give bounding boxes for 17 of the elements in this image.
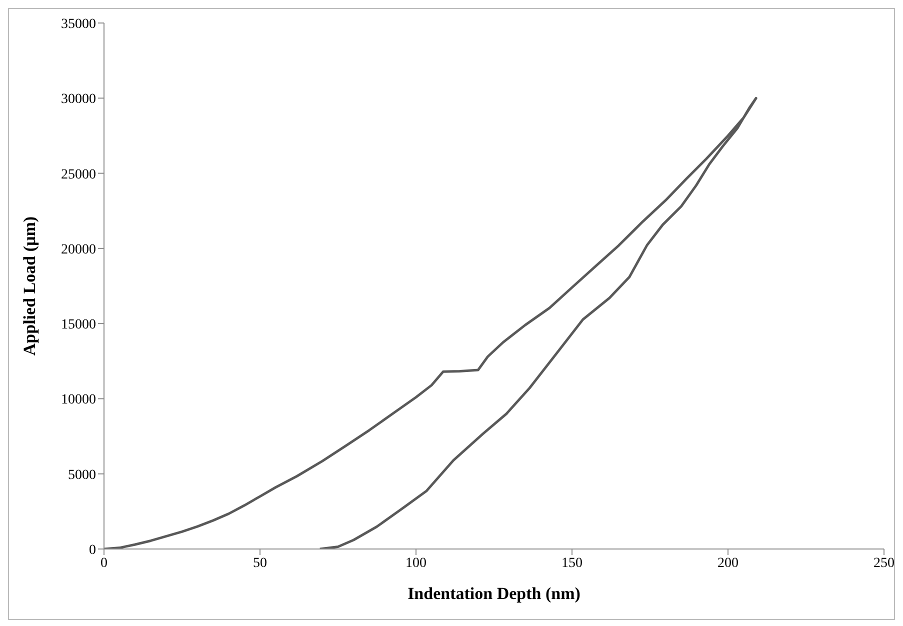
x-tick-label: 50 xyxy=(253,556,267,571)
y-tick-label: 20000 xyxy=(61,242,96,258)
y-tick-label: 25000 xyxy=(61,167,96,182)
x-tick-label: 150 xyxy=(562,556,582,571)
y-tick-label: 10000 xyxy=(61,392,96,408)
x-tick-label: 0 xyxy=(100,556,108,571)
line-series xyxy=(104,96,758,549)
y-tick-label: 30000 xyxy=(61,92,96,108)
x-tick-label: 200 xyxy=(718,556,738,571)
x-axis-title: Indentation Depth (nm) xyxy=(408,584,580,603)
y-axis-title: Applied Load (µm) xyxy=(20,216,40,356)
x-tick-label: 250 xyxy=(874,556,894,571)
y-tick-label: 15000 xyxy=(61,318,96,333)
x-tick-label: 100 xyxy=(406,556,426,571)
y-tick-label: 0 xyxy=(89,542,96,558)
y-tick-label: 35000 xyxy=(61,16,96,32)
y-tick-label: 5000 xyxy=(68,468,96,483)
